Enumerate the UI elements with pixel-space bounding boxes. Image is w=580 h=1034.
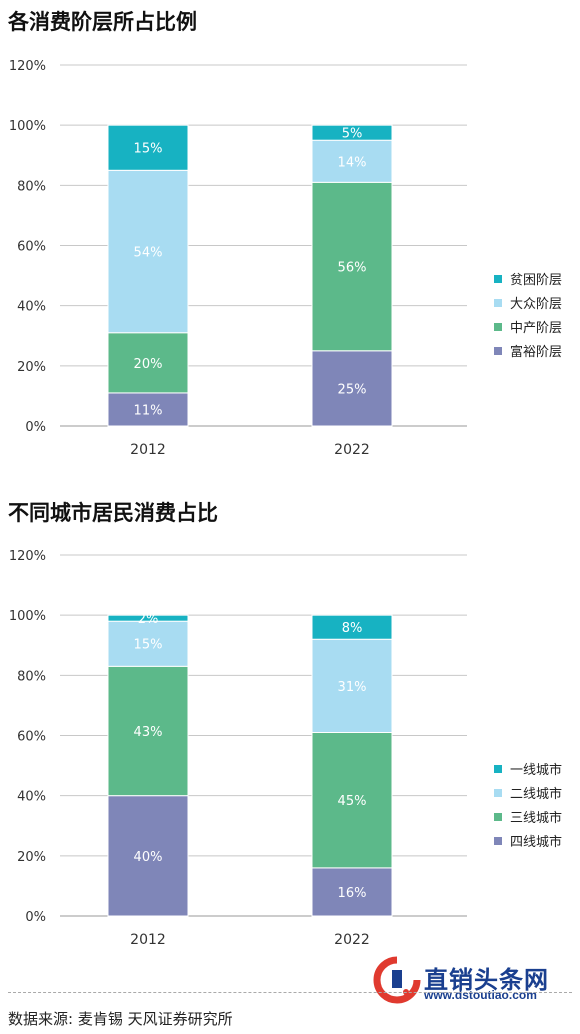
x-tick-label: 2022: [334, 932, 370, 948]
data-label: 25%: [338, 382, 367, 397]
data-label: 43%: [134, 725, 163, 740]
legend-swatch: [494, 765, 502, 773]
y-tick-label: 40%: [17, 300, 46, 315]
logo-url: www.dstoutiao.com: [424, 988, 537, 1002]
y-tick-label: 0%: [25, 420, 46, 435]
bar-segment: [107, 665, 189, 797]
x-tick-label: 2012: [130, 932, 166, 948]
y-tick-label: 20%: [17, 360, 46, 375]
legend-swatch: [494, 323, 502, 331]
legend-label: 大众阶层: [510, 297, 562, 312]
bar-segment: [107, 392, 189, 427]
chart-2-title: 不同城市居民消费占比: [8, 501, 218, 525]
site-logo: 直销头条网 www.dstoutiao.com: [372, 956, 572, 1006]
data-label: 11%: [134, 403, 163, 418]
legend-label: 四线城市: [510, 834, 562, 850]
bar-segment: [311, 181, 393, 352]
data-label: 16%: [338, 886, 367, 901]
bar-segment: [311, 124, 393, 141]
logo-mark-icon: [373, 956, 421, 1004]
legend-label: 二线城市: [510, 786, 562, 802]
y-tick-label: 20%: [17, 850, 46, 865]
data-label: 56%: [338, 261, 367, 276]
y-tick-label: 60%: [17, 240, 46, 255]
bar-segment: [311, 350, 393, 427]
data-label: 2%: [138, 612, 159, 627]
legend-label: 一线城市: [510, 762, 562, 778]
legend-label: 中产阶层: [510, 321, 562, 336]
y-tick-label: 100%: [9, 609, 46, 624]
legend-label: 贫困阶层: [510, 272, 562, 288]
legend-swatch: [494, 275, 502, 283]
y-tick-label: 100%: [9, 119, 46, 134]
data-label: 15%: [134, 638, 163, 653]
y-tick-label: 80%: [17, 179, 46, 194]
footer-divider: [8, 992, 572, 993]
legend-label: 富裕阶层: [510, 344, 562, 360]
y-tick-label: 80%: [17, 669, 46, 684]
data-label: 5%: [342, 127, 363, 142]
bar-segment: [107, 332, 189, 394]
legend-swatch: [494, 837, 502, 845]
data-label: 31%: [338, 680, 367, 695]
legend-label: 三线城市: [510, 810, 562, 826]
bar-segment: [311, 139, 393, 183]
chart-1: 0% 20% 40% 60% 80% 100% 120% 11% 20% 54% 15% 2012 25…: [9, 59, 562, 458]
legend-swatch: [494, 299, 502, 307]
data-label: 15%: [134, 142, 163, 157]
bar-segment: [311, 614, 393, 640]
y-tick-label: 120%: [9, 59, 46, 74]
data-label: 14%: [338, 155, 367, 170]
bar-segment: [107, 124, 189, 171]
bar-segment: [107, 620, 189, 667]
legend-swatch: [494, 813, 502, 821]
x-tick-label: 2012: [130, 442, 166, 458]
bar-segment: [107, 614, 189, 622]
data-label: 54%: [134, 246, 163, 261]
bar-segment: [107, 169, 189, 334]
data-label: 45%: [338, 794, 367, 809]
legend-swatch: [494, 789, 502, 797]
y-tick-label: 0%: [25, 910, 46, 925]
legend-swatch: [494, 347, 502, 355]
logo-name: 直销头条网: [424, 966, 549, 994]
chart-1-title: 各消费阶层所占比例: [8, 10, 197, 34]
bar-segment: [311, 867, 393, 917]
y-tick-label: 120%: [9, 549, 46, 564]
x-tick-label: 2022: [334, 442, 370, 458]
y-tick-label: 60%: [17, 730, 46, 745]
bar-segment: [107, 795, 189, 917]
data-label: 8%: [342, 621, 363, 636]
data-label: 40%: [134, 850, 163, 865]
chart-2: 0% 20% 40% 60% 80% 100% 120% 40% 43% 15% 2% 2012 16%…: [9, 549, 562, 948]
source-note: 数据来源: 麦肯锡 天风证券研究所: [8, 1010, 233, 1028]
data-label: 20%: [134, 357, 163, 372]
y-tick-label: 40%: [17, 790, 46, 805]
